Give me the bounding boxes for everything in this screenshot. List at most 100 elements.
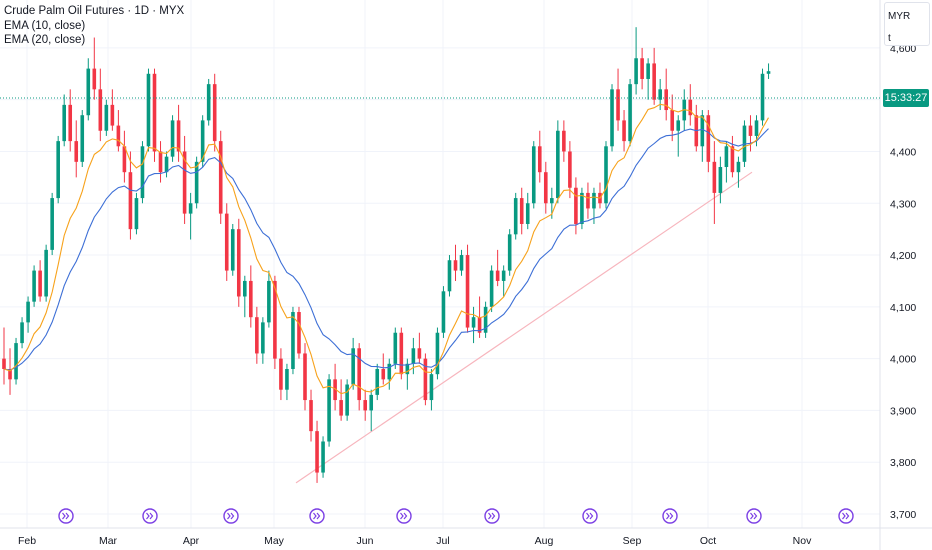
candle[interactable] (146, 68, 151, 152)
event-marker-icon[interactable] (396, 508, 412, 524)
currency-label[interactable]: MYR (888, 11, 911, 22)
event-marker-icon[interactable] (309, 508, 325, 524)
candle[interactable] (261, 317, 265, 364)
candle[interactable] (441, 286, 446, 338)
candle[interactable] (712, 141, 717, 224)
candle[interactable] (718, 156, 723, 204)
candle[interactable] (38, 260, 42, 302)
candle[interactable] (104, 99, 109, 136)
candle[interactable] (279, 348, 283, 401)
candle[interactable] (2, 327, 6, 385)
candle[interactable] (694, 104, 699, 152)
candle[interactable] (700, 110, 705, 162)
candle[interactable] (68, 89, 73, 152)
candle[interactable] (321, 436, 325, 478)
candle[interactable] (50, 192, 54, 256)
event-marker-icon[interactable] (223, 508, 239, 524)
event-marker-icon[interactable] (142, 508, 158, 524)
candle[interactable] (56, 135, 60, 204)
candle[interactable] (315, 420, 319, 483)
candle[interactable] (14, 337, 18, 385)
candle[interactable] (556, 120, 560, 204)
candle[interactable] (459, 249, 464, 276)
candle[interactable] (363, 389, 367, 421)
candle[interactable] (724, 141, 729, 183)
unit-label[interactable]: t (888, 33, 891, 44)
candle[interactable] (748, 115, 753, 152)
candle[interactable] (170, 115, 175, 162)
candle[interactable] (507, 229, 512, 276)
candle[interactable] (369, 389, 374, 432)
event-marker-icon[interactable] (582, 508, 598, 524)
candle[interactable] (562, 120, 566, 162)
candle[interactable] (164, 151, 169, 178)
candle[interactable] (387, 358, 392, 390)
candle[interactable] (333, 363, 337, 411)
candle[interactable] (20, 317, 24, 349)
candle[interactable] (706, 110, 711, 173)
candle[interactable] (574, 177, 578, 235)
candle[interactable] (604, 141, 608, 209)
candle[interactable] (531, 141, 536, 209)
candle[interactable] (760, 68, 765, 126)
candle[interactable] (206, 78, 211, 126)
candle[interactable] (586, 182, 590, 219)
candle[interactable] (158, 141, 163, 183)
candle[interactable] (423, 353, 428, 406)
candle[interactable] (345, 379, 349, 421)
candle[interactable] (243, 275, 247, 318)
trend-line[interactable] (295, 171, 753, 484)
candle[interactable] (628, 78, 632, 147)
candle[interactable] (646, 58, 650, 100)
candle[interactable] (544, 161, 548, 214)
candle[interactable] (255, 306, 259, 364)
candle[interactable] (74, 120, 79, 178)
candle[interactable] (610, 84, 614, 152)
candle[interactable] (513, 192, 518, 240)
candle[interactable] (489, 265, 494, 313)
candle[interactable] (568, 141, 572, 199)
candle[interactable] (652, 47, 656, 105)
legend-ema20[interactable]: EMA (20, close) (4, 34, 86, 46)
candle[interactable] (405, 358, 410, 390)
candle[interactable] (453, 244, 458, 281)
candle[interactable] (519, 187, 524, 235)
event-marker-icon[interactable] (746, 508, 762, 524)
candle[interactable] (267, 270, 271, 328)
candle[interactable] (730, 135, 735, 178)
candle[interactable] (411, 337, 416, 375)
candle[interactable] (92, 37, 97, 100)
candle[interactable] (230, 223, 235, 276)
candle[interactable] (381, 353, 386, 385)
candle[interactable] (182, 135, 187, 224)
candle[interactable] (116, 110, 121, 152)
candle[interactable] (339, 379, 343, 421)
candle[interactable] (351, 337, 355, 390)
legend-title[interactable]: Crude Palm Oil Futures · 1D · MYX (4, 5, 185, 17)
candle[interactable] (357, 343, 361, 411)
candle[interactable] (688, 84, 693, 126)
ema10-line[interactable] (3, 103, 769, 395)
candle[interactable] (525, 192, 530, 230)
candle[interactable] (224, 203, 229, 281)
candle[interactable] (622, 110, 626, 152)
candle[interactable] (285, 363, 289, 401)
candle[interactable] (670, 94, 675, 142)
candle[interactable] (429, 368, 434, 411)
candle[interactable] (140, 141, 145, 204)
ema20-line[interactable] (3, 128, 769, 371)
candle[interactable] (236, 218, 241, 307)
candle[interactable] (110, 89, 115, 131)
candle[interactable] (393, 327, 398, 369)
candle[interactable] (249, 265, 253, 328)
candle[interactable] (188, 192, 193, 240)
candle[interactable] (122, 130, 127, 183)
candle[interactable] (435, 327, 440, 380)
candle[interactable] (501, 265, 506, 297)
candle[interactable] (495, 249, 500, 287)
candle[interactable] (676, 115, 681, 157)
candle[interactable] (399, 327, 404, 380)
candle[interactable] (212, 73, 217, 152)
event-marker-icon[interactable] (58, 508, 74, 524)
